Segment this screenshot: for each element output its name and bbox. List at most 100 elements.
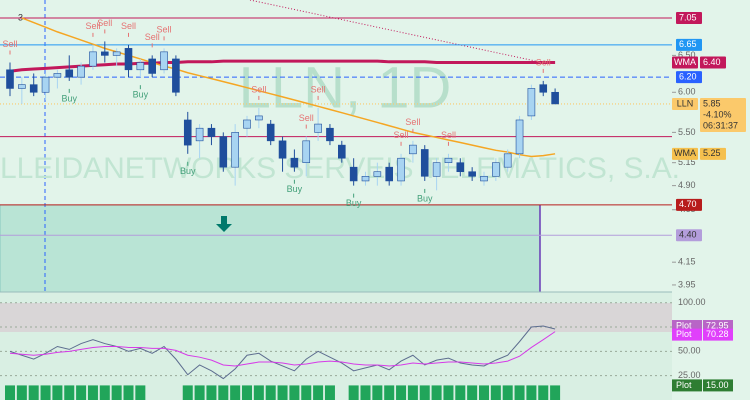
signal-label: Sell (251, 84, 266, 94)
badge-extra: 06:31:37 (703, 120, 738, 130)
candle-body (136, 62, 145, 71)
osc-bar (40, 385, 51, 400)
osc-badge (703, 328, 733, 341)
osc-bar (431, 385, 442, 400)
symbol-watermark: LLN, 1D (239, 55, 452, 120)
y-tick-label: 3.95 (678, 279, 696, 289)
osc-bar (123, 385, 134, 400)
signal-label: Sell (394, 130, 409, 140)
candle-body (444, 157, 453, 163)
y-tick-label: 5.50 (678, 127, 696, 137)
signal-label: Sell (441, 130, 456, 140)
osc-bar (182, 385, 193, 400)
candle-body (207, 127, 216, 137)
signal-label: Sell (405, 117, 420, 127)
price-label: 6.40 (703, 57, 721, 67)
candle-body (41, 76, 50, 93)
arrow-icon (216, 216, 232, 232)
signal-label: Sell (85, 21, 100, 31)
y-tick-label: 4.15 (678, 257, 696, 267)
price-label: 6.20 (679, 72, 697, 82)
osc-bar (111, 385, 122, 400)
price-badge (700, 147, 726, 160)
candle-body (290, 157, 299, 168)
tag-label: WMA (674, 148, 696, 158)
osc-badge-name: Plot (676, 329, 692, 339)
candle-body (385, 166, 394, 182)
price-badge (700, 97, 746, 132)
osc-bar (28, 385, 39, 400)
signal-label: Sell (299, 113, 314, 123)
osc-bar (135, 385, 146, 400)
price-badge (676, 11, 702, 24)
candle-body (112, 51, 121, 56)
osc-bar (502, 385, 513, 400)
candle-body (255, 115, 263, 121)
zone (0, 204, 541, 293)
candle-body (195, 127, 204, 142)
osc-bar (76, 385, 87, 400)
osc-bar (253, 385, 264, 400)
candle-body (183, 119, 192, 146)
signal-label: Sell (97, 18, 112, 28)
osc-badge (672, 328, 702, 341)
y-tick-label: 6.50 (678, 50, 696, 60)
candle-body (124, 48, 133, 71)
signal-label: Buy (287, 184, 303, 194)
osc-badge (703, 379, 733, 392)
candle-body (326, 127, 334, 142)
price-badge (676, 38, 702, 51)
pane-label: 3 (18, 12, 23, 22)
osc-bar (5, 385, 15, 400)
osc-bar (443, 385, 454, 400)
candle-body (539, 84, 548, 93)
osc-badge (672, 379, 702, 392)
candle-body (302, 140, 311, 163)
osc-bar (467, 385, 478, 400)
osc-bar (348, 385, 359, 400)
y-tick-label: 5.15 (678, 157, 696, 167)
candle-body (65, 69, 74, 78)
osc-bar (16, 385, 27, 400)
signal-label: Buy (346, 198, 362, 208)
candle-body (6, 69, 14, 89)
signal-label: Buy (180, 166, 196, 176)
osc-bar (206, 385, 217, 400)
osc-bar (490, 385, 501, 400)
candle-body (18, 84, 26, 89)
osc-bar (265, 385, 276, 400)
candle-body (219, 136, 228, 168)
candle-body (432, 162, 441, 177)
badge-extra: -4.10% (703, 109, 732, 119)
osc-bar (526, 385, 537, 400)
price-badge (676, 198, 702, 211)
osc-bar (372, 385, 383, 400)
candle-body (420, 149, 429, 177)
osc-bar (407, 385, 418, 400)
osc-bar (52, 385, 63, 400)
tag-label: WMA (674, 57, 696, 67)
osc-bar (289, 385, 300, 400)
trend-line (249, 0, 541, 63)
price-badge (700, 56, 726, 69)
osc-bar (194, 385, 205, 400)
price-badge (676, 71, 702, 84)
osc-bar (514, 385, 525, 400)
signal-label: Sell (121, 21, 136, 31)
osc-bar (277, 385, 288, 400)
price-badge (676, 229, 702, 242)
osc-bar (419, 385, 430, 400)
candle-body (409, 144, 417, 155)
candle-body (397, 157, 405, 182)
y-tick-label: 50.00 (678, 346, 701, 356)
osc-bar (64, 385, 75, 400)
candle-body (148, 58, 156, 74)
osc-bar (87, 385, 98, 400)
osc-bar (550, 385, 561, 400)
candle-body (515, 119, 524, 155)
candle-body (278, 140, 287, 159)
price-label: 4.40 (679, 230, 697, 240)
osc-bar (313, 385, 324, 400)
osc-bar (396, 385, 407, 400)
signal-label: Sell (311, 84, 326, 94)
